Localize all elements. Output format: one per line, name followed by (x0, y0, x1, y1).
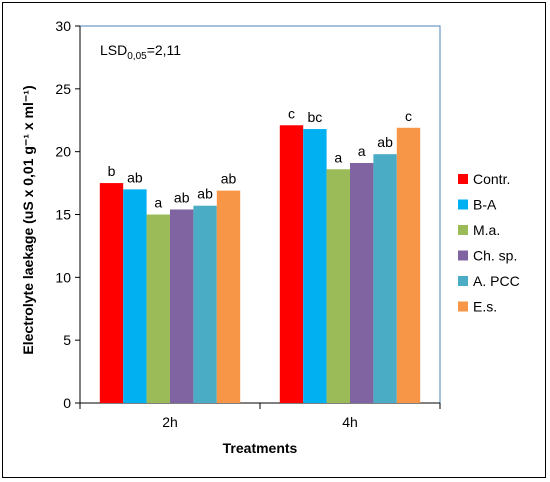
x-axis-title: Treatments (223, 440, 298, 456)
y-tick-label: 20 (55, 144, 71, 160)
bar-label: a (334, 149, 342, 165)
legend-label: A. PCC (473, 273, 520, 289)
legend-label: B-A (473, 197, 497, 213)
y-tick-label: 30 (55, 18, 71, 34)
legend-swatch (458, 301, 468, 312)
y-axis-title: Electrolyte laekage (uS x 0,01 g⁻¹ x ml⁻… (20, 85, 36, 354)
bars (99, 125, 421, 403)
y-tick-label: 0 (63, 395, 71, 411)
bar-label: ab (377, 134, 393, 150)
bar (193, 205, 217, 403)
bar (373, 154, 397, 403)
legend-swatch (458, 250, 468, 261)
x-tick-label: 2h (162, 414, 178, 430)
legend-label: Ch. sp. (473, 248, 517, 264)
y-tick-label: 15 (55, 207, 71, 223)
bar (216, 190, 241, 403)
y-axis: 0 5 10 15 20 25 30 (55, 18, 81, 411)
lsd-subscript: 0,05 (127, 51, 147, 62)
lsd-suffix: =2,11 (147, 42, 182, 58)
bar (170, 209, 194, 403)
bar (326, 169, 350, 403)
legend: Contr. B-A M.a. Ch. sp. A. PCC E.s. (458, 171, 520, 315)
bar (279, 125, 304, 403)
legend-swatch (458, 199, 468, 210)
bar (146, 214, 170, 403)
bar (396, 127, 421, 403)
legend-swatch (458, 225, 468, 235)
bar-label: a (154, 195, 162, 211)
lsd-annotation: LSD0,05=2,11 (100, 42, 181, 62)
bar-label: b (108, 163, 116, 179)
lsd-prefix: LSD (100, 42, 127, 58)
bar-label: ab (197, 186, 213, 202)
y-tick-label: 25 (55, 81, 71, 97)
bar-label: c (405, 108, 412, 124)
bar-label: c (288, 105, 295, 121)
bar-label: a (358, 143, 366, 159)
x-tick-label: 4h (342, 414, 358, 430)
bar (99, 183, 124, 403)
bar-label: bc (308, 109, 323, 125)
bar-label: ab (221, 171, 237, 187)
x-axis: 2h 4h (79, 402, 441, 430)
legend-label: E.s. (473, 299, 497, 315)
bar (350, 162, 374, 403)
bar (123, 189, 147, 403)
legend-swatch (458, 276, 468, 286)
legend-label: M.a. (473, 222, 500, 238)
bar (303, 129, 327, 403)
bar-label: ab (174, 189, 190, 205)
legend-swatch (458, 174, 468, 184)
legend-label: Contr. (473, 171, 510, 187)
y-tick-label: 10 (55, 269, 71, 285)
y-tick-label: 5 (63, 332, 71, 348)
bar-label: ab (127, 169, 143, 185)
